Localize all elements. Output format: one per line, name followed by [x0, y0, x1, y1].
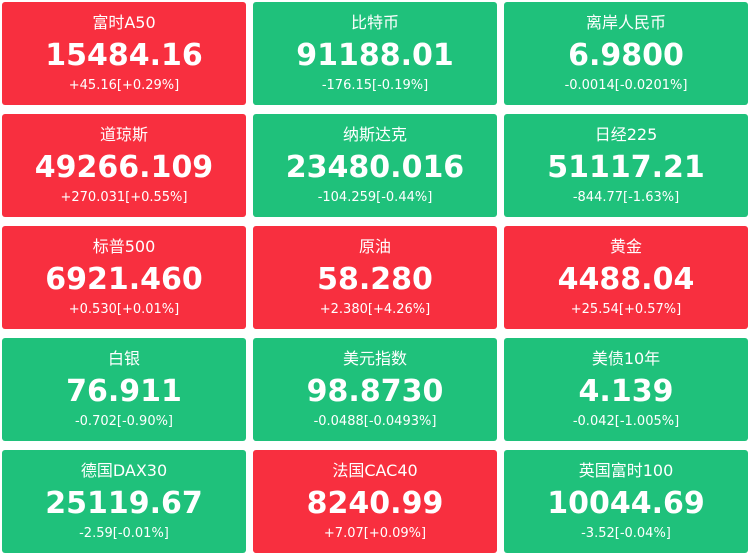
quote-tile[interactable]: 离岸人民币 6.9800 -0.0014[-0.0201%]: [504, 2, 748, 105]
quote-change: -844.77[-1.63%]: [572, 190, 680, 205]
quote-change: -2.59[-0.01%]: [79, 526, 169, 541]
quote-tile[interactable]: 道琼斯 49266.109 +270.031[+0.55%]: [2, 114, 246, 217]
quote-tile[interactable]: 美元指数 98.8730 -0.0488[-0.0493%]: [253, 338, 497, 441]
quote-change: -3.52[-0.04%]: [581, 526, 671, 541]
quote-price: 58.280: [317, 262, 433, 297]
quote-change: +270.031[+0.55%]: [60, 190, 188, 205]
quote-change: -0.042[-1.005%]: [572, 414, 680, 429]
quote-change: -0.702[-0.90%]: [74, 414, 174, 429]
quote-name: 黄金: [609, 237, 642, 256]
quote-tile[interactable]: 标普500 6921.460 +0.530[+0.01%]: [2, 226, 246, 329]
quote-price: 51117.21: [547, 150, 705, 185]
quote-change: +0.530[+0.01%]: [68, 302, 180, 317]
quote-price: 4.139: [578, 374, 674, 409]
quote-change: -104.259[-0.44%]: [317, 190, 433, 205]
quote-name: 法国CAC40: [332, 461, 418, 480]
quote-tile[interactable]: 纳斯达克 23480.016 -104.259[-0.44%]: [253, 114, 497, 217]
quote-change: -176.15[-0.19%]: [321, 78, 429, 93]
quote-price: 4488.04: [557, 262, 695, 297]
quote-tile[interactable]: 美债10年 4.139 -0.042[-1.005%]: [504, 338, 748, 441]
quote-name: 比特币: [350, 13, 399, 32]
quote-name: 日经225: [594, 125, 658, 144]
quote-name: 道琼斯: [99, 125, 148, 144]
quote-price: 15484.16: [45, 38, 203, 73]
quote-tile[interactable]: 白银 76.911 -0.702[-0.90%]: [2, 338, 246, 441]
quote-price: 6.9800: [568, 38, 684, 73]
quote-name: 美元指数: [342, 349, 407, 368]
quote-name: 德国DAX30: [80, 461, 168, 480]
quote-tile[interactable]: 黄金 4488.04 +25.54[+0.57%]: [504, 226, 748, 329]
quote-price: 8240.99: [306, 486, 444, 521]
quote-name: 白银: [107, 349, 140, 368]
quote-tile[interactable]: 日经225 51117.21 -844.77[-1.63%]: [504, 114, 748, 217]
quote-tile[interactable]: 原油 58.280 +2.380[+4.26%]: [253, 226, 497, 329]
quote-price: 10044.69: [547, 486, 705, 521]
quote-tile[interactable]: 英国富时100 10044.69 -3.52[-0.04%]: [504, 450, 748, 553]
quote-name: 原油: [358, 237, 391, 256]
quote-name: 纳斯达克: [342, 125, 407, 144]
quote-name: 美债10年: [591, 349, 661, 368]
quote-change: -0.0488[-0.0493%]: [313, 414, 437, 429]
quote-change: +7.07[+0.09%]: [323, 526, 427, 541]
quote-change: +25.54[+0.57%]: [570, 302, 682, 317]
quote-name: 富时A50: [92, 13, 156, 32]
quote-name: 标普500: [92, 237, 156, 256]
quote-name: 英国富时100: [578, 461, 674, 480]
quote-name: 离岸人民币: [585, 13, 666, 32]
quote-tile[interactable]: 比特币 91188.01 -176.15[-0.19%]: [253, 2, 497, 105]
quote-price: 76.911: [66, 374, 182, 409]
quote-price: 98.8730: [306, 374, 444, 409]
quote-price: 6921.460: [45, 262, 203, 297]
quote-change: +45.16[+0.29%]: [68, 78, 180, 93]
quote-tile[interactable]: 德国DAX30 25119.67 -2.59[-0.01%]: [2, 450, 246, 553]
quote-change: +2.380[+4.26%]: [319, 302, 431, 317]
quote-tile[interactable]: 富时A50 15484.16 +45.16[+0.29%]: [2, 2, 246, 105]
quote-tile[interactable]: 法国CAC40 8240.99 +7.07[+0.09%]: [253, 450, 497, 553]
quote-change: -0.0014[-0.0201%]: [564, 78, 688, 93]
quote-price: 49266.109: [34, 150, 214, 185]
quote-price: 91188.01: [296, 38, 454, 73]
quote-price: 23480.016: [285, 150, 465, 185]
quote-price: 25119.67: [45, 486, 203, 521]
